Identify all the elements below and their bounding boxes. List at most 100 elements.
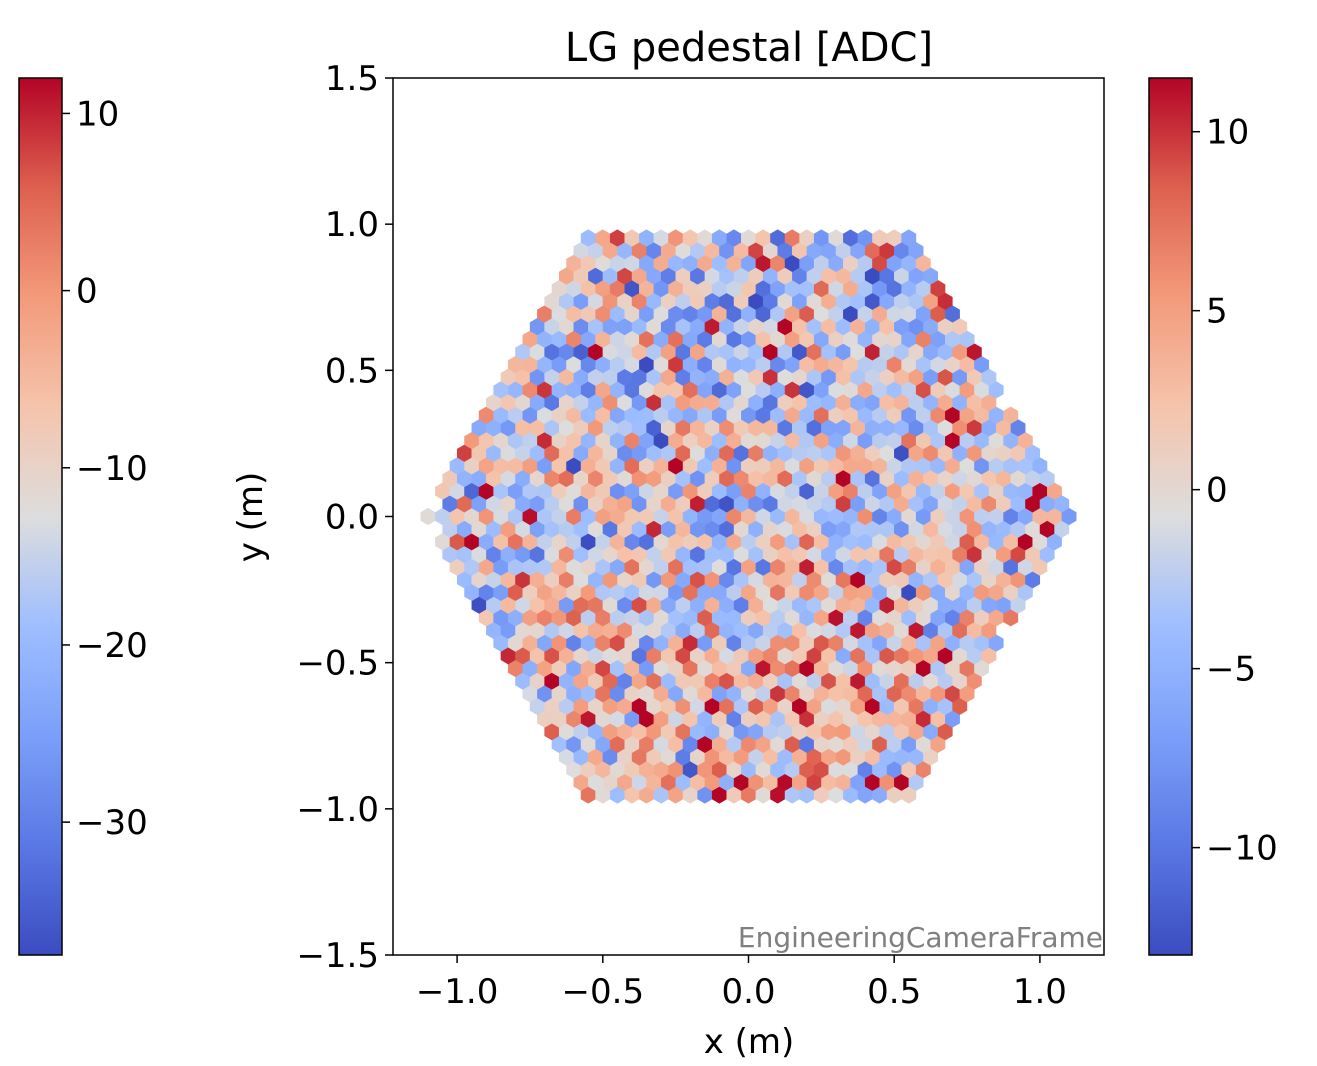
camera-pixel bbox=[799, 583, 815, 602]
camera-pixel bbox=[566, 558, 582, 576]
camera-pixel bbox=[784, 710, 800, 728]
camera-pixel bbox=[690, 444, 705, 462]
camera-pixel bbox=[886, 634, 902, 652]
camera-pixel bbox=[690, 419, 705, 437]
camera-pixel bbox=[507, 406, 523, 424]
camera-pixel bbox=[952, 368, 968, 386]
camera-pixel bbox=[551, 634, 567, 652]
camera-pixel bbox=[588, 469, 603, 488]
camera-pixel bbox=[719, 419, 735, 437]
camera-pixel bbox=[915, 330, 931, 348]
camera-pixel bbox=[806, 242, 822, 260]
camera-pixel bbox=[602, 621, 618, 640]
camera-pixel bbox=[639, 786, 654, 804]
camera-pixel bbox=[668, 457, 684, 475]
camera-pixel bbox=[879, 621, 895, 640]
camera-pixel bbox=[566, 305, 582, 323]
camera-pixel bbox=[478, 406, 494, 424]
camera-pixel bbox=[551, 406, 567, 424]
camera-pixel bbox=[602, 469, 618, 488]
camera-pixel bbox=[974, 355, 990, 374]
camera-pixel bbox=[894, 621, 909, 640]
camera-pixel bbox=[872, 457, 888, 475]
camera-pixel bbox=[799, 533, 815, 551]
camera-pixel bbox=[537, 558, 552, 576]
camera-pixel bbox=[813, 558, 829, 576]
camera-pixel bbox=[682, 482, 698, 500]
camera-pixel bbox=[464, 457, 480, 475]
camera-pixel bbox=[1003, 583, 1019, 602]
camera-pixel bbox=[529, 318, 545, 336]
camera-pixel bbox=[952, 596, 968, 614]
camera-pixel bbox=[981, 647, 997, 665]
camera-pixel bbox=[762, 723, 778, 741]
camera-pixel bbox=[697, 533, 713, 551]
camera-pixel bbox=[602, 545, 618, 564]
camera-pixel bbox=[726, 761, 742, 779]
camera-pixel bbox=[500, 495, 516, 513]
camera-pixel bbox=[631, 242, 647, 260]
camera-pixel bbox=[959, 355, 975, 374]
camera-pixel bbox=[835, 242, 851, 260]
camera-pixel bbox=[835, 748, 851, 766]
camera-pixel bbox=[879, 773, 895, 791]
camera-pixel bbox=[675, 292, 691, 310]
camera-pixel bbox=[879, 242, 895, 260]
camera-pixel bbox=[966, 368, 982, 386]
camera-pixel bbox=[537, 381, 552, 399]
camera-pixel bbox=[704, 596, 720, 614]
camera-pixel bbox=[449, 507, 465, 526]
camera-pixel bbox=[770, 786, 786, 804]
camera-pixel bbox=[777, 368, 793, 386]
camera-pixel bbox=[843, 330, 858, 348]
camera-pixel bbox=[755, 761, 771, 779]
camera-pixel bbox=[580, 558, 596, 576]
camera-pixel bbox=[624, 609, 640, 627]
plot-area: EngineeringCameraFrame bbox=[392, 77, 1105, 956]
camera-pixel bbox=[668, 355, 684, 374]
camera-pixel bbox=[537, 482, 552, 500]
camera-pixel bbox=[507, 558, 523, 576]
camera-pixel bbox=[901, 457, 917, 475]
camera-pixel bbox=[901, 786, 917, 804]
camera-pixel bbox=[835, 469, 851, 488]
camera-pixel bbox=[660, 242, 676, 260]
camera-pixel bbox=[719, 571, 735, 589]
camera-pixel bbox=[566, 533, 582, 551]
camera-pixel bbox=[529, 621, 545, 640]
camera-pixel bbox=[558, 343, 574, 361]
camera-pixel bbox=[690, 368, 705, 386]
camera-pixel bbox=[1054, 495, 1070, 513]
camera-pixel bbox=[522, 533, 538, 551]
camera-pixel bbox=[668, 254, 684, 272]
camera-pixel bbox=[843, 254, 858, 272]
camera-pixel bbox=[792, 545, 807, 564]
camera-pixel bbox=[894, 647, 909, 665]
camera-pixel bbox=[558, 292, 574, 310]
camera-pixel bbox=[566, 381, 582, 399]
camera-pixel bbox=[762, 520, 778, 538]
camera-pixel bbox=[894, 267, 909, 285]
camera-pixel bbox=[704, 773, 720, 791]
camera-pixel bbox=[966, 444, 982, 462]
camera-pixel bbox=[690, 469, 705, 488]
camera-pixel bbox=[711, 735, 727, 753]
camera-pixel bbox=[515, 343, 531, 361]
camera-pixel bbox=[813, 507, 829, 526]
camera-pixel bbox=[908, 318, 924, 336]
camera-pixel bbox=[770, 558, 786, 576]
camera-pixel bbox=[777, 469, 793, 488]
camera-pixel bbox=[529, 419, 545, 437]
camera-pixel bbox=[741, 229, 756, 247]
camera-pixel bbox=[529, 368, 545, 386]
camera-pixel bbox=[660, 343, 676, 361]
camera-pixel bbox=[813, 761, 829, 779]
camera-pixel bbox=[784, 457, 800, 475]
camera-pixel bbox=[988, 609, 1004, 627]
camera-pixel bbox=[872, 254, 888, 272]
y-axis-label: y (m) bbox=[231, 472, 271, 563]
camera-pixel bbox=[544, 318, 560, 336]
camera-pixel bbox=[864, 393, 880, 412]
camera-pixel bbox=[602, 748, 618, 766]
